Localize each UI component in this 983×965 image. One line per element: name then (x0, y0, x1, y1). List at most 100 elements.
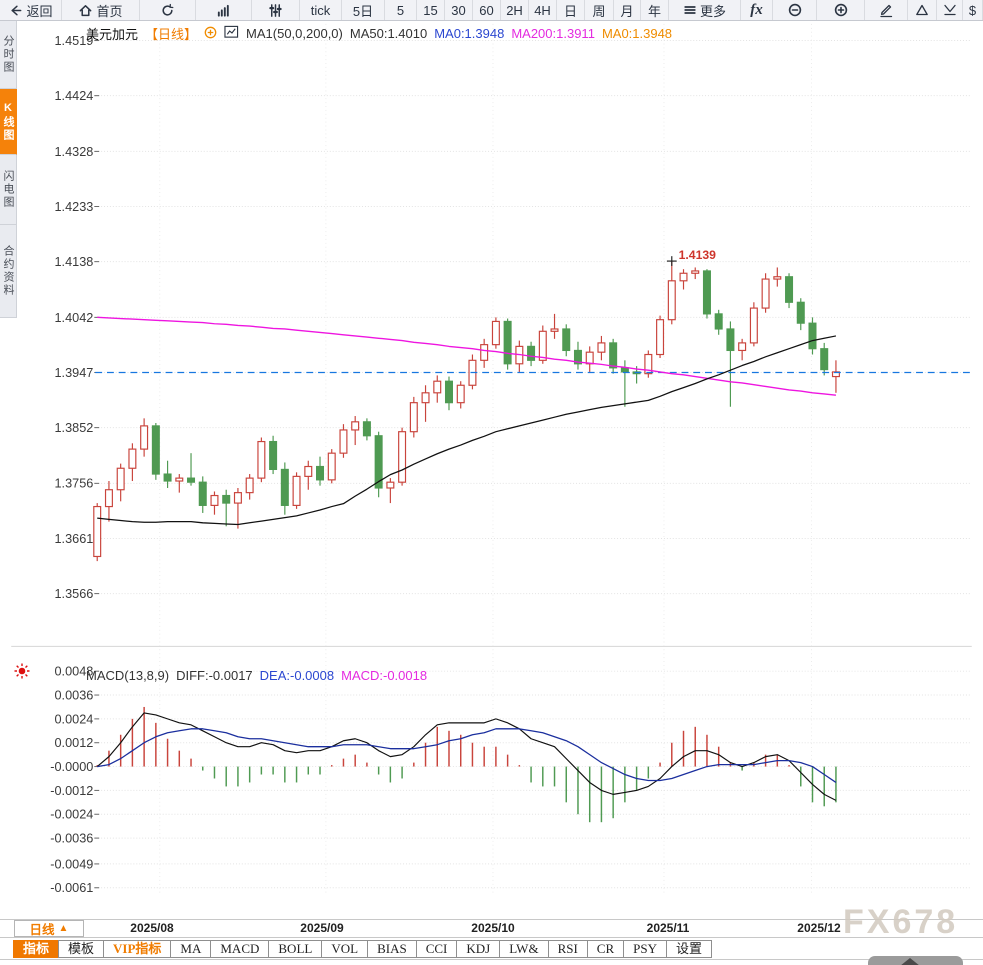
date-axis-row: 日线 ▲ 2025/08 2025/09 2025/10 2025/11 2025/12 (0, 919, 983, 938)
toolbar-button-m5[interactable]: 5 (385, 0, 417, 20)
toolbar-button-5d[interactable]: 5日 (342, 0, 385, 20)
candle-body (327, 452, 336, 481)
candle-body (573, 349, 582, 365)
red-sun-icon[interactable] (13, 662, 31, 685)
candle-body (491, 320, 500, 346)
scroll-up-button[interactable] (868, 956, 963, 965)
bar-chart-icon (216, 3, 231, 18)
period-label: 【日线】 (145, 27, 198, 42)
candle-body (210, 494, 219, 506)
indicator-tab-macd[interactable]: MACD (210, 939, 270, 958)
toolbar-button-m60[interactable]: 60 (473, 0, 501, 20)
candle-body (702, 270, 711, 315)
toolbar-button-draw[interactable] (865, 0, 908, 20)
candle-body (104, 489, 113, 508)
sidebar-item-time-chart[interactable]: 分时图 (0, 21, 17, 89)
toolbar-button-zoom-in[interactable] (817, 0, 865, 20)
indicator-tab-[interactable]: 指标 (13, 939, 60, 958)
y-axis-label: 1.3756 (54, 477, 93, 491)
pencil-icon (878, 2, 894, 18)
toolbar-button-chart-type-bar[interactable] (196, 0, 252, 20)
candle-body (785, 276, 794, 303)
toolbar-button-label: tick (310, 2, 331, 18)
y-axis-label: 1.3661 (54, 532, 93, 546)
x-axis-label: 2025/12 (797, 921, 841, 935)
x-axis-label: 2025/10 (471, 921, 515, 935)
macd-y-axis-label: -0.0000 (50, 760, 93, 774)
candle-body (163, 473, 172, 482)
candle-body (116, 467, 125, 491)
candle-body (245, 477, 254, 494)
toolbar-button-chevron-down[interactable] (937, 0, 963, 20)
candle-body (304, 465, 313, 477)
y-axis-label: 1.4519 (54, 34, 93, 48)
indicator-tab-rsi[interactable]: RSI (547, 939, 588, 958)
mini-candlestick-icon[interactable] (224, 25, 239, 42)
candle-body (644, 353, 653, 375)
toolbar-button-fx[interactable]: fx (741, 0, 773, 20)
indicator-tab-boll[interactable]: BOLL (268, 939, 323, 958)
indicator-tab-kdj[interactable]: KDJ (456, 939, 501, 958)
menu-icon (683, 3, 697, 17)
period-selector[interactable]: 日线 ▲ (14, 920, 84, 937)
toolbar-button-back[interactable]: 返回 (0, 0, 62, 20)
toolbar-button-month[interactable]: 月 (614, 0, 641, 20)
indicator-tab-vol[interactable]: VOL (321, 939, 369, 958)
toolbar-button-label: fx (750, 1, 763, 18)
symbol-name: 美元加元 (86, 27, 139, 42)
chart-canvas[interactable]: 1.4519 1.4424 1.4328 1.4233 1.4138 1.4042 1.39… (0, 21, 983, 919)
toolbar-button-week[interactable]: 周 (585, 0, 614, 20)
sidebar-item-lightning-chart[interactable]: 闪电图 (0, 155, 17, 225)
toolbar-button-dollar[interactable]: $ (963, 0, 983, 20)
candle-body (562, 328, 571, 352)
candle-body (257, 440, 266, 479)
candle-body (714, 313, 723, 330)
candle-body (292, 475, 301, 506)
sidebar-item-kline-chart[interactable]: K线图 (0, 89, 17, 155)
zoom-out-icon (787, 2, 803, 18)
toolbar-button-home[interactable]: 首页 (62, 0, 140, 20)
toolbar-button-refresh[interactable] (140, 0, 196, 20)
indicator-tab-cr[interactable]: CR (586, 939, 625, 958)
grid-lines: 1.4519 1.4424 1.4328 1.4233 1.4138 1.4042 1.39… (11, 23, 972, 896)
sidebar-item-contract-info[interactable]: 合约资料 (0, 225, 17, 318)
indicator-tab-vip[interactable]: VIP指标 (103, 939, 172, 958)
y-axis-label: 1.3947 (54, 366, 93, 380)
macd-title: MACD(13,8,9) (86, 668, 170, 683)
refresh-icon (160, 3, 175, 18)
toolbar-button-m30[interactable]: 30 (445, 0, 473, 20)
toolbar-button-m15[interactable]: 15 (417, 0, 445, 20)
toolbar-button-chart-type-candle[interactable] (252, 0, 300, 20)
high-price-label: 1.4139 (679, 248, 717, 262)
indicator-tab-cci[interactable]: CCI (415, 939, 458, 958)
main-chart-pane: 1.4139 (93, 248, 972, 562)
toolbar-button-triangle-up[interactable] (908, 0, 937, 20)
add-circle-icon[interactable] (204, 26, 217, 42)
indicator-tab-[interactable]: 模板 (58, 939, 105, 958)
indicator-tab-ma[interactable]: MA (170, 939, 212, 958)
toolbar-button-label: 60 (479, 2, 494, 18)
candle-body (456, 384, 465, 404)
candle-body (820, 348, 829, 371)
indicator-tab-[interactable]: 设置 (666, 939, 713, 958)
toolbar-button-label: 周 (592, 3, 606, 19)
macd-diff-value: DIFF:-0.0017 (176, 668, 253, 683)
toolbar-button-year[interactable]: 年 (641, 0, 669, 20)
candles-group (93, 261, 840, 562)
candle-body (550, 328, 559, 332)
toolbar-button-more[interactable]: 更多 (669, 0, 741, 20)
indicator-tab-bias[interactable]: BIAS (367, 939, 417, 958)
toolbar-button-zoom-out[interactable] (773, 0, 817, 20)
toolbar-button-h2[interactable]: 2H (501, 0, 529, 20)
toolbar-button-h4[interactable]: 4H (529, 0, 557, 20)
macd-dea-line (97, 728, 837, 783)
candle-body (409, 402, 418, 433)
indicator-tab-bar: 指标 模板 VIP指标 MA MACD BOLL VOL BIAS CCI KDJ LW& RSI CR… (0, 938, 983, 960)
toolbar-button-day[interactable]: 日 (557, 0, 585, 20)
indicator-tab-lw[interactable]: LW& (499, 939, 549, 958)
indicator-tab-psy[interactable]: PSY (623, 939, 667, 958)
candle-body (773, 276, 782, 280)
toolbar-button-tick[interactable]: tick (300, 0, 342, 20)
candle-body (726, 328, 735, 352)
